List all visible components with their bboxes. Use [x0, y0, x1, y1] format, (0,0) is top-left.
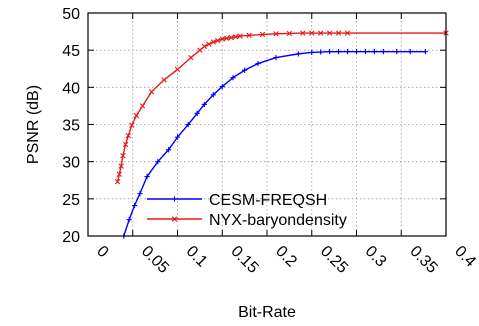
data-point [259, 31, 266, 38]
data-point [155, 159, 161, 165]
data-point [188, 54, 194, 61]
x-tick-label: 0.05 [138, 243, 172, 277]
data-point [185, 121, 191, 128]
data-point [133, 112, 140, 119]
data-point [246, 32, 252, 38]
data-point [210, 92, 216, 98]
data-point [336, 49, 342, 55]
legend-entry: CESM-FREQSH [147, 192, 327, 209]
data-point [309, 30, 315, 36]
y-tick-label: 45 [62, 43, 80, 60]
data-point [422, 49, 429, 55]
data-point [219, 83, 225, 90]
x-tick-label: 0.3 [362, 243, 390, 271]
legend: CESM-FREQSH NYX-baryondensity [147, 192, 347, 229]
data-point [353, 49, 360, 55]
x-tick-label: 0 [93, 243, 111, 261]
data-point [273, 55, 279, 61]
legend-entry: NYX-baryondensity [147, 212, 347, 229]
data-point [394, 49, 400, 55]
data-point [201, 101, 207, 108]
x-tick-label: 0.1 [183, 243, 211, 271]
data-point [326, 30, 333, 36]
x-tick-label: 0.2 [272, 243, 300, 271]
data-point [318, 49, 324, 55]
y-tick-label: 25 [62, 192, 80, 209]
data-point [300, 30, 306, 36]
series-0 [121, 49, 429, 239]
data-point [174, 134, 181, 140]
data-point [228, 34, 234, 41]
data-point [224, 35, 230, 41]
data-point [120, 153, 126, 159]
data-point [286, 30, 293, 37]
y-tick-label: 20 [62, 229, 80, 246]
data-point [197, 47, 203, 53]
data-point [165, 147, 172, 153]
series-layer [114, 30, 449, 239]
data-point [131, 202, 138, 209]
y-tick-label: 35 [62, 118, 80, 135]
data-point [219, 36, 225, 42]
data-point [362, 49, 369, 55]
data-point [148, 89, 155, 95]
data-point [344, 30, 351, 36]
data-point [210, 39, 216, 45]
data-point [114, 179, 121, 185]
data-point [215, 37, 221, 44]
y-tick-label: 30 [62, 155, 80, 172]
data-point [295, 51, 301, 57]
data-point [380, 49, 386, 55]
data-point [327, 49, 333, 55]
y-axis-title: PSNR (dB) [25, 85, 42, 164]
data-point [161, 77, 167, 83]
x-tick-label: 0.35 [406, 243, 440, 277]
data-point [125, 132, 131, 139]
data-point [116, 171, 123, 177]
data-point [237, 33, 243, 39]
data-point [122, 141, 129, 148]
data-point [118, 163, 124, 169]
legend-label: NYX-baryondensity [209, 212, 347, 229]
x-axis-title: Bit-Rate [238, 304, 296, 321]
data-point [126, 217, 132, 223]
data-point [206, 41, 212, 47]
y-tick-label: 40 [62, 80, 80, 97]
data-point [242, 67, 248, 73]
data-point [129, 122, 135, 128]
data-point [335, 30, 342, 36]
x-tick-label: 0.25 [317, 243, 351, 277]
data-point [318, 30, 324, 36]
data-point [139, 103, 146, 109]
series-1 [114, 30, 449, 185]
data-point [137, 191, 143, 197]
x-tick-label: 0.15 [227, 243, 261, 277]
data-point [273, 31, 279, 37]
data-point [309, 49, 315, 55]
legend-marker [171, 196, 178, 202]
data-point [344, 49, 351, 55]
data-point [230, 75, 236, 81]
data-point [174, 66, 181, 73]
data-point [144, 173, 150, 180]
y-tick-label: 50 [62, 6, 80, 23]
series-line [116, 32, 446, 182]
x-tick-label: 0.4 [451, 243, 479, 271]
data-point [407, 49, 413, 55]
data-point [201, 43, 208, 50]
legend-marker [171, 216, 178, 222]
data-point [232, 34, 239, 40]
legend-label: CESM-FREQSH [209, 192, 327, 209]
data-point [255, 60, 261, 67]
data-point [194, 110, 200, 116]
data-point [371, 49, 377, 55]
